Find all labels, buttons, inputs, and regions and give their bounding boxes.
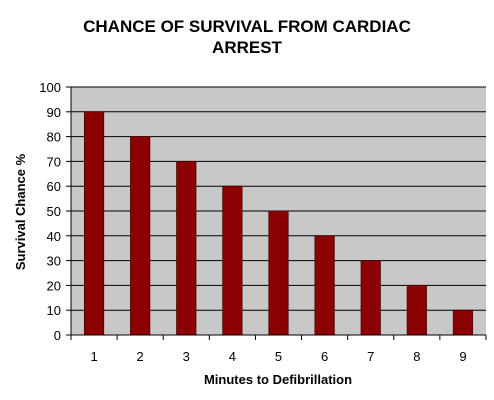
chart-title-line-2: ARREST	[212, 38, 283, 57]
x-tick-label: 1	[90, 349, 97, 364]
y-tick-labels: 0 10 20 30 40 50 60 70 80 90 100	[39, 80, 61, 343]
x-tick-label: 9	[459, 349, 466, 364]
x-tick-labels: 1 2 3 4 5 6 7 8 9	[90, 349, 466, 364]
bar	[360, 260, 381, 336]
y-tick-label: 90	[47, 105, 61, 120]
axes	[70, 87, 486, 340]
x-tick-label: 6	[321, 349, 328, 364]
bar	[130, 136, 151, 336]
y-tick-label: 30	[47, 254, 61, 269]
bar	[176, 160, 197, 336]
bar	[83, 111, 105, 336]
y-axis-title: Survival Chance %	[13, 153, 28, 270]
bar	[222, 185, 243, 336]
x-tick-label: 4	[229, 349, 236, 364]
bar	[406, 284, 427, 336]
x-tick-label: 2	[137, 349, 144, 364]
x-axis-title: Minutes to Defibrillation	[204, 372, 352, 387]
y-tick-label: 40	[47, 229, 61, 244]
x-tick-label: 5	[275, 349, 282, 364]
bar	[314, 235, 335, 336]
x-tick-label: 3	[183, 349, 190, 364]
y-tick-label: 0	[54, 328, 61, 343]
x-tick-label: 8	[413, 349, 420, 364]
bar	[268, 210, 289, 336]
y-tick-label: 80	[47, 130, 61, 145]
y-tick-label: 50	[47, 204, 61, 219]
bar	[452, 309, 474, 336]
y-tick-label: 100	[39, 80, 61, 95]
y-tick-label: 70	[47, 154, 61, 169]
y-tick-label: 60	[47, 179, 61, 194]
y-tick-label: 10	[47, 303, 61, 318]
x-tick-label: 7	[367, 349, 374, 364]
y-tick-label: 20	[47, 278, 61, 293]
chart-title-line-1: CHANCE OF SURVIVAL FROM CARDIAC	[83, 17, 411, 36]
